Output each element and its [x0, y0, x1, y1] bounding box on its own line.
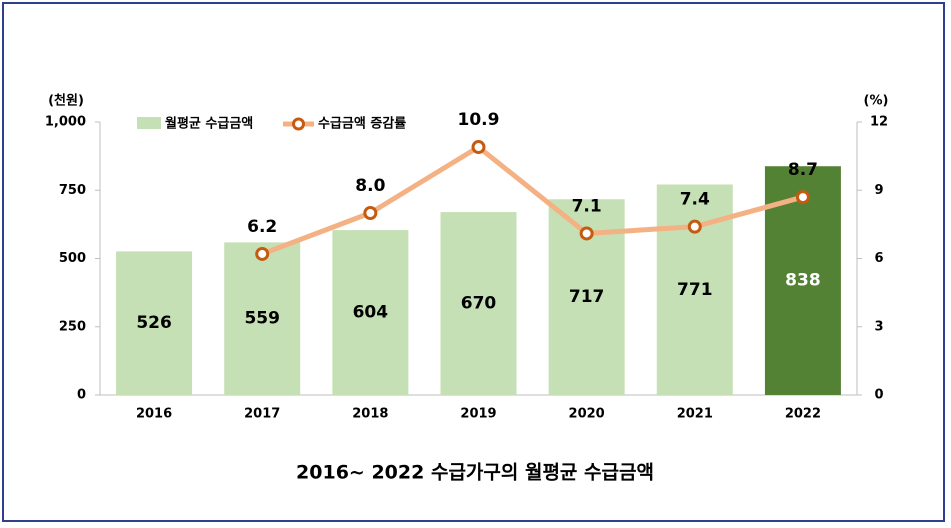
line-marker: [471, 140, 486, 155]
y2-tick-label: 0: [874, 388, 883, 403]
y2-axis-label: (%): [864, 94, 889, 109]
y-tick-label: 250: [59, 319, 86, 334]
bar-value-label: 771: [677, 280, 713, 300]
x-tick-label: 2017: [244, 407, 280, 422]
y-tick-label: 750: [59, 183, 86, 198]
legend-swatch: [137, 117, 161, 129]
bar: [224, 242, 301, 395]
bar-value-label: 526: [136, 313, 172, 333]
x-tick-label: 2022: [785, 407, 821, 422]
y2-tick-label: 6: [874, 251, 883, 266]
line-value-label: 6.2: [247, 217, 277, 237]
y-tick-label: 1,000: [45, 115, 86, 130]
x-tick-label: 2018: [352, 407, 388, 422]
y2-tick-label: 12: [870, 115, 888, 130]
line-marker: [579, 226, 594, 241]
x-tick-label: 2019: [460, 407, 496, 422]
y-axis-label: (천원): [48, 94, 84, 109]
bar: [332, 230, 409, 395]
chart-title: 2016~ 2022 수급가구의 월평균 수급금액: [296, 462, 654, 484]
y-tick-label: 0: [77, 388, 86, 403]
bar: [440, 212, 517, 395]
line-marker: [363, 206, 378, 220]
line-value-label: 10.9: [458, 110, 500, 130]
frame: [2, 2, 945, 522]
line-value-label: 8.7: [788, 160, 818, 180]
legend-marker: [292, 117, 305, 131]
x-tick-label: 2021: [677, 407, 713, 422]
line-marker: [687, 219, 702, 234]
y2-tick-label: 9: [874, 183, 883, 198]
legend-label: 월평균 수급금액: [165, 116, 253, 132]
bar-value-label: 604: [353, 303, 389, 323]
line: [261, 143, 804, 257]
x-tick-label: 2016: [136, 407, 172, 422]
bar-value-label: 559: [244, 309, 280, 329]
bar-value-label: 670: [461, 294, 497, 314]
legend-label: 수급금액 증감률: [318, 117, 406, 132]
bar-value-label: 717: [569, 287, 605, 307]
line-value-label: 7.4: [680, 190, 710, 210]
y-tick-label: 500: [59, 251, 86, 266]
line-value-label: 8.0: [355, 176, 385, 196]
x-tick-label: 2020: [569, 407, 605, 422]
line-marker: [795, 190, 810, 205]
y2-tick-label: 3: [874, 319, 883, 334]
bar-value-label: 838: [785, 271, 821, 291]
line-value-label: 7.1: [572, 196, 602, 216]
line-marker: [255, 246, 270, 261]
bar: [116, 251, 193, 395]
